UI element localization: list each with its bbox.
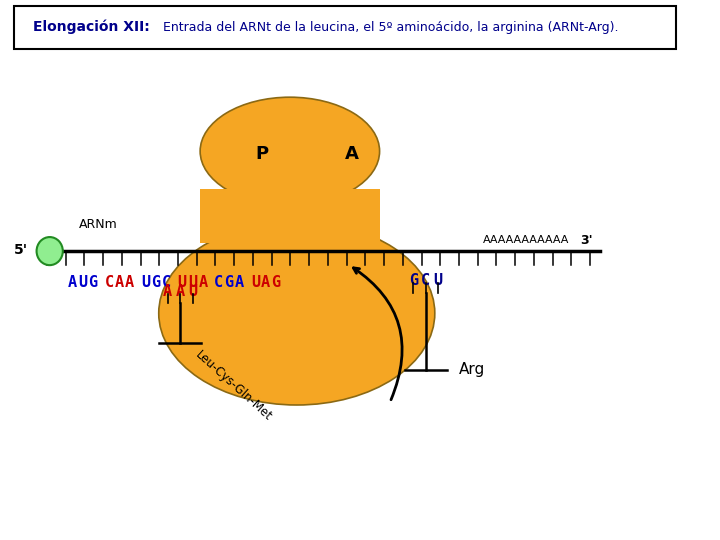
Text: ARNm: ARNm bbox=[79, 218, 118, 231]
Text: Entrada del ARNt de la leucina, el 5º aminoácido, la arginina (ARNt-Arg).: Entrada del ARNt de la leucina, el 5º am… bbox=[158, 21, 618, 33]
FancyBboxPatch shape bbox=[14, 6, 676, 49]
Text: A: A bbox=[163, 284, 172, 299]
Text: C: C bbox=[215, 275, 223, 290]
Text: 5': 5' bbox=[14, 243, 28, 257]
Text: C: C bbox=[104, 275, 114, 290]
Text: U: U bbox=[433, 273, 443, 288]
Text: G: G bbox=[151, 275, 161, 290]
Text: C: C bbox=[162, 275, 171, 290]
Text: U: U bbox=[141, 275, 150, 290]
FancyBboxPatch shape bbox=[200, 189, 379, 243]
Ellipse shape bbox=[200, 97, 379, 205]
Text: U: U bbox=[188, 275, 197, 290]
Text: AAAAAAAAAAA: AAAAAAAAAAA bbox=[483, 235, 570, 245]
Text: Leu-Cys-Gln-Met: Leu-Cys-Gln-Met bbox=[192, 348, 274, 423]
Ellipse shape bbox=[158, 221, 435, 405]
Text: A: A bbox=[176, 284, 185, 299]
Text: Arg: Arg bbox=[459, 362, 485, 377]
Text: A: A bbox=[114, 275, 124, 290]
Text: U: U bbox=[251, 275, 260, 290]
Text: G: G bbox=[271, 275, 281, 290]
Ellipse shape bbox=[37, 237, 63, 265]
Text: U: U bbox=[178, 275, 186, 290]
Text: C: C bbox=[421, 273, 431, 288]
Text: G: G bbox=[225, 275, 234, 290]
Text: A: A bbox=[125, 275, 135, 290]
Text: Elongación XII:: Elongación XII: bbox=[33, 20, 150, 34]
Text: P: P bbox=[256, 145, 269, 163]
Text: A: A bbox=[345, 145, 359, 163]
Text: G: G bbox=[89, 275, 98, 290]
Text: A: A bbox=[68, 275, 77, 290]
Text: U: U bbox=[188, 284, 197, 299]
Text: G: G bbox=[409, 273, 418, 288]
Text: A: A bbox=[261, 275, 270, 290]
Text: 3': 3' bbox=[580, 234, 593, 247]
Text: A: A bbox=[198, 275, 207, 290]
Text: U: U bbox=[78, 275, 87, 290]
Text: A: A bbox=[235, 275, 244, 290]
